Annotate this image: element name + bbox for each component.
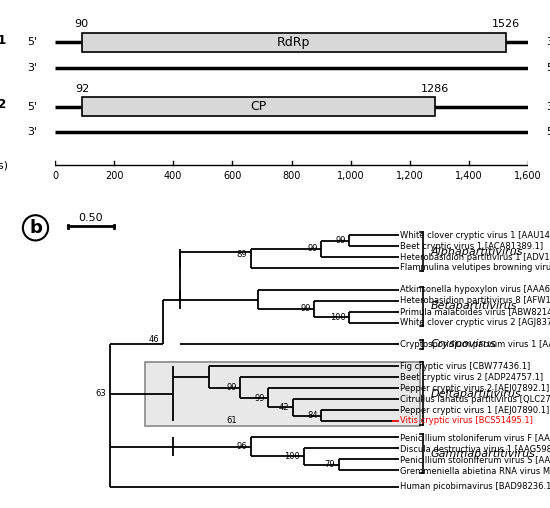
Text: 99: 99 <box>336 236 346 245</box>
Text: 42: 42 <box>279 403 289 412</box>
Text: Penicillium stoloniferum virus F [AAU95758.1]: Penicillium stoloniferum virus F [AAU957… <box>400 433 550 442</box>
Text: White clover cryptic virus 1 [AAU14888.1]: White clover cryptic virus 1 [AAU14888.1… <box>400 231 550 240</box>
Text: RNA2: RNA2 <box>0 98 8 111</box>
Text: RdRp: RdRp <box>277 36 311 49</box>
Text: Atkinsonella hypoxylon virus [AAA61829.1]: Atkinsonella hypoxylon virus [AAA61829.1… <box>400 285 550 294</box>
Text: 5': 5' <box>27 37 37 47</box>
Text: Gremmeniella abietina RNA virus MS1 [AAM12240.1]: Gremmeniella abietina RNA virus MS1 [AAM… <box>400 466 550 474</box>
Text: Discula destructiva virus 1 [AAG59816.1]: Discula destructiva virus 1 [AAG59816.1] <box>400 444 550 453</box>
Text: 200: 200 <box>105 171 123 181</box>
Text: Cryspovirus: Cryspovirus <box>430 339 496 350</box>
Text: 3': 3' <box>27 63 37 73</box>
Text: 1,600: 1,600 <box>514 171 542 181</box>
Text: 400: 400 <box>164 171 183 181</box>
Text: (nts): (nts) <box>0 161 8 171</box>
Text: 89: 89 <box>236 250 248 260</box>
Bar <box>82 97 435 116</box>
Text: Deltapartitivirus: Deltapartitivirus <box>430 389 521 399</box>
Text: Primula malacoides virus [ABW82141.1]: Primula malacoides virus [ABW82141.1] <box>400 307 550 316</box>
Text: 3': 3' <box>546 102 550 112</box>
Text: 0.50: 0.50 <box>78 213 103 223</box>
Text: Pepper cryptic virus 2 [AEJ07892.1]: Pepper cryptic virus 2 [AEJ07892.1] <box>400 384 549 393</box>
Text: 5': 5' <box>27 102 37 112</box>
Text: 100: 100 <box>284 452 300 461</box>
Text: Flammulina velutipes browning virus [BAH56481.1]: Flammulina velutipes browning virus [BAH… <box>400 264 550 272</box>
Text: b: b <box>29 219 42 237</box>
Text: 3': 3' <box>546 37 550 47</box>
Text: 1,000: 1,000 <box>337 171 365 181</box>
Text: CP: CP <box>251 100 267 113</box>
Text: 61: 61 <box>226 417 236 426</box>
Text: 99: 99 <box>226 383 236 392</box>
Text: Vitis cryptic virus [BCS51495.1]: Vitis cryptic virus [BCS51495.1] <box>400 417 534 426</box>
Bar <box>81 33 506 52</box>
Text: 5': 5' <box>546 128 550 138</box>
Text: 99: 99 <box>300 304 311 313</box>
Text: 1526: 1526 <box>492 19 520 29</box>
Text: 92: 92 <box>75 84 89 94</box>
Text: Heterobasidion partitivirus 1 [ADV15441.1]: Heterobasidion partitivirus 1 [ADV15441.… <box>400 252 550 262</box>
Text: 1286: 1286 <box>421 84 449 94</box>
Text: Cryptosporidium parvum virus 1 [AAC47805.1]: Cryptosporidium parvum virus 1 [AAC47805… <box>400 340 550 349</box>
Text: Beet cryptic virus 1 [ACA81389.1]: Beet cryptic virus 1 [ACA81389.1] <box>400 242 543 250</box>
Text: 600: 600 <box>223 171 241 181</box>
Text: 99: 99 <box>255 394 265 402</box>
Text: 79: 79 <box>324 460 336 469</box>
Text: Beet cryptic virus 2 [ADP24757.1]: Beet cryptic virus 2 [ADP24757.1] <box>400 373 543 382</box>
Bar <box>145 362 420 426</box>
Text: 5': 5' <box>546 63 550 73</box>
Text: Citrullus lanatus partitivirus [QLC27868.1]: Citrullus lanatus partitivirus [QLC27868… <box>400 395 550 404</box>
Text: Heterobasidion partitivirus 8 [AFW17810.1]: Heterobasidion partitivirus 8 [AFW17810.… <box>400 296 550 305</box>
Text: Pepper cryptic virus 1 [AEJ07890.1]: Pepper cryptic virus 1 [AEJ07890.1] <box>400 405 549 415</box>
Text: 100: 100 <box>330 312 346 322</box>
Text: 0: 0 <box>52 171 58 181</box>
Text: 84: 84 <box>307 411 318 420</box>
Text: 3': 3' <box>27 128 37 138</box>
Text: 90: 90 <box>75 19 89 29</box>
Text: 800: 800 <box>282 171 301 181</box>
Text: White clover cryptic virus 2 [AGJ83763.1]: White clover cryptic virus 2 [AGJ83763.1… <box>400 318 550 327</box>
Text: 99: 99 <box>307 244 318 253</box>
Text: Penicillium stoloniferum virus S [AAN86834.2]: Penicillium stoloniferum virus S [AAN868… <box>400 455 550 464</box>
Text: 1,200: 1,200 <box>396 171 424 181</box>
Text: Human picobirnavirus [BAD98236.1]: Human picobirnavirus [BAD98236.1] <box>400 482 550 491</box>
Text: 46: 46 <box>148 335 159 343</box>
Text: Gammapartitivirus: Gammapartitivirus <box>430 449 535 459</box>
Text: Alphapartitivirus: Alphapartitivirus <box>430 246 523 257</box>
Text: Betapartitivirus: Betapartitivirus <box>430 301 517 311</box>
Text: 63: 63 <box>96 389 107 398</box>
Text: Fig cryptic virus [CBW77436.1]: Fig cryptic virus [CBW77436.1] <box>400 362 531 371</box>
Text: 96: 96 <box>236 442 248 452</box>
Text: RNA1: RNA1 <box>0 34 8 47</box>
Text: 1,400: 1,400 <box>455 171 483 181</box>
